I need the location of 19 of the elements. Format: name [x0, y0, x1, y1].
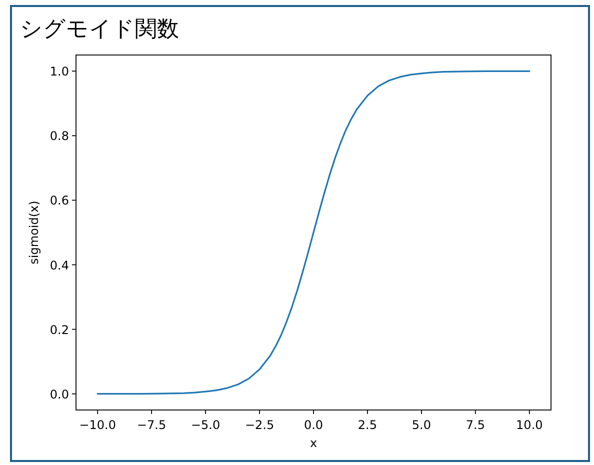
x-tick-label: −7.5 [137, 418, 166, 432]
y-tick-label: 0.4 [50, 258, 69, 272]
y-tick-label: 1.0 [50, 64, 69, 79]
chart-title: シグモイド関数 [20, 17, 179, 42]
y-axis-title: sigmoid(x) [27, 200, 41, 264]
x-tick-label: −10.0 [79, 418, 116, 432]
x-tick-label: 2.5 [358, 418, 378, 432]
y-tick-label: 0.2 [50, 322, 69, 337]
x-tick-label: 7.5 [466, 418, 485, 432]
y-tick-label: 0.0 [50, 387, 69, 402]
y-tick-label: 0.6 [50, 194, 69, 208]
x-axis-title: x [310, 436, 318, 450]
x-tick-label: −2.5 [244, 418, 274, 432]
x-tick-label: 0.0 [304, 418, 324, 432]
y-tick-label: 0.8 [50, 129, 69, 144]
x-tick-label: 10.0 [516, 418, 543, 432]
line-series [96, 70, 530, 395]
x-tick-label: 5.0 [412, 418, 431, 432]
x-tick-label: −5.0 [190, 418, 220, 432]
